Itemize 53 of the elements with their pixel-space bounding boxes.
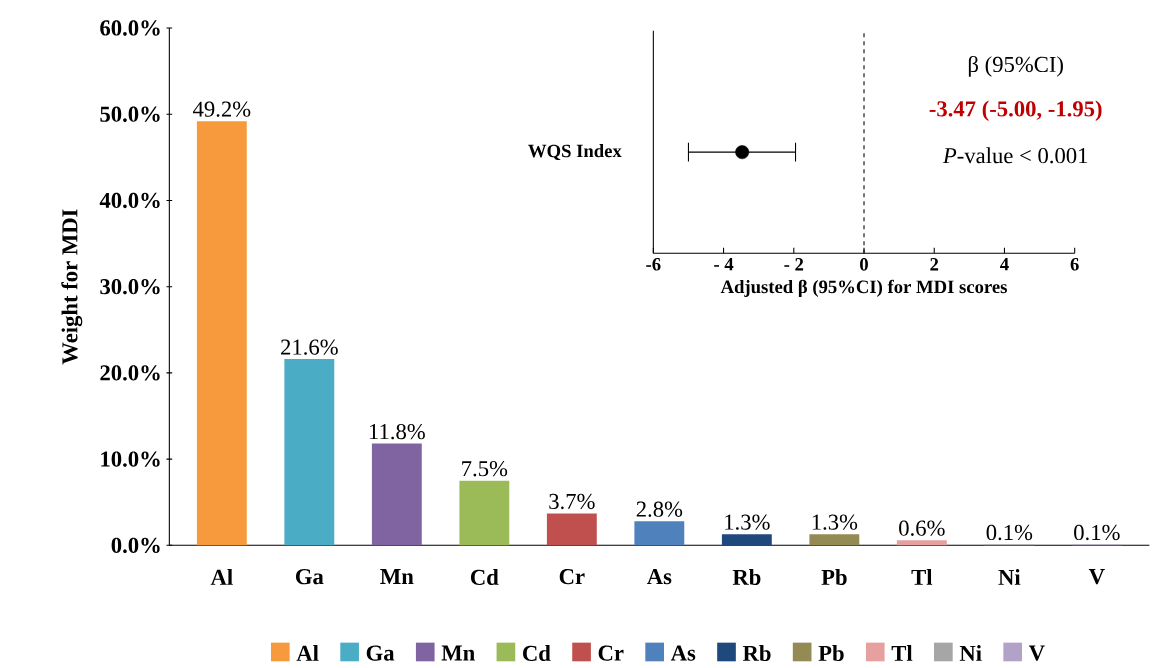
annotation: -3.47 (-5.00, -1.95) bbox=[929, 100, 1102, 122]
y-axis-title: Weight for MDI bbox=[61, 209, 83, 365]
data-label: 1.3% bbox=[725, 514, 770, 530]
legend-label: Rb bbox=[742, 645, 771, 661]
data-label: 1.3% bbox=[812, 514, 858, 530]
x-axis-title: Adjusted β (95%CI) for MDI scores bbox=[720, 279, 1007, 297]
x-tick-label: 6 bbox=[1070, 257, 1079, 271]
y-tick-label: 10.0% bbox=[101, 451, 160, 467]
data-label: 0.1% bbox=[986, 524, 1033, 541]
annotation: P-value < 0.001 bbox=[942, 147, 1088, 164]
legend-label: Tl bbox=[891, 645, 913, 661]
y-tick-label: 30.0% bbox=[100, 278, 160, 295]
legend-label: Al bbox=[296, 645, 319, 661]
y-tick-label: 60.0% bbox=[100, 20, 160, 36]
legend-label: Pb bbox=[818, 645, 844, 661]
legend-label: As bbox=[670, 645, 696, 661]
x-tick-label: Rb bbox=[732, 568, 761, 585]
legend-label: Ni bbox=[959, 645, 982, 661]
data-label: 11.8% bbox=[369, 423, 425, 440]
data-label: 0.1% bbox=[1074, 524, 1120, 541]
x-tick-label: Mn bbox=[380, 568, 414, 584]
data-label: 2.8% bbox=[636, 501, 683, 517]
y-tick-label: 40.0% bbox=[99, 192, 160, 209]
y-tick-label: 50.0% bbox=[100, 106, 160, 122]
x-tick-label: - 2 bbox=[784, 257, 804, 271]
legend-label: Mn bbox=[441, 645, 475, 661]
x-tick-label: Al bbox=[210, 568, 233, 585]
x-tick-label: Pb bbox=[821, 568, 847, 585]
x-tick-label: V bbox=[1088, 568, 1105, 585]
x-tick-label: 2 bbox=[930, 257, 939, 271]
x-tick-label: As bbox=[646, 568, 672, 585]
x-tick-label: 4 bbox=[1000, 257, 1009, 271]
data-label: 0.6% bbox=[899, 520, 945, 536]
x-tick-label: -6 bbox=[646, 257, 661, 271]
legend-label: Cd bbox=[523, 645, 551, 661]
legend-label: Cr bbox=[598, 645, 624, 661]
data-label: 49.2% bbox=[193, 101, 251, 117]
data-label: 3.7% bbox=[549, 493, 595, 510]
legend-label: V bbox=[1028, 645, 1045, 661]
x-tick-label: Cr bbox=[559, 568, 585, 585]
annotation: β (95%CI) bbox=[968, 55, 1063, 77]
y-tick-label: 20.0% bbox=[100, 365, 160, 381]
x-tick-label: Tl bbox=[911, 568, 933, 585]
data-label: 7.5% bbox=[462, 460, 508, 477]
x-tick-label: - 4 bbox=[714, 257, 734, 271]
y-tick-label: WQS Index bbox=[528, 144, 622, 161]
x-tick-label: Ga bbox=[295, 568, 324, 585]
x-tick-label: Cd bbox=[470, 568, 499, 585]
x-tick-label: 0 bbox=[860, 257, 868, 271]
legend-label: Ga bbox=[366, 645, 395, 661]
data-label: 21.6% bbox=[281, 339, 338, 355]
y-tick-label: 0.0% bbox=[111, 537, 160, 553]
x-tick-label: Ni bbox=[998, 568, 1021, 585]
